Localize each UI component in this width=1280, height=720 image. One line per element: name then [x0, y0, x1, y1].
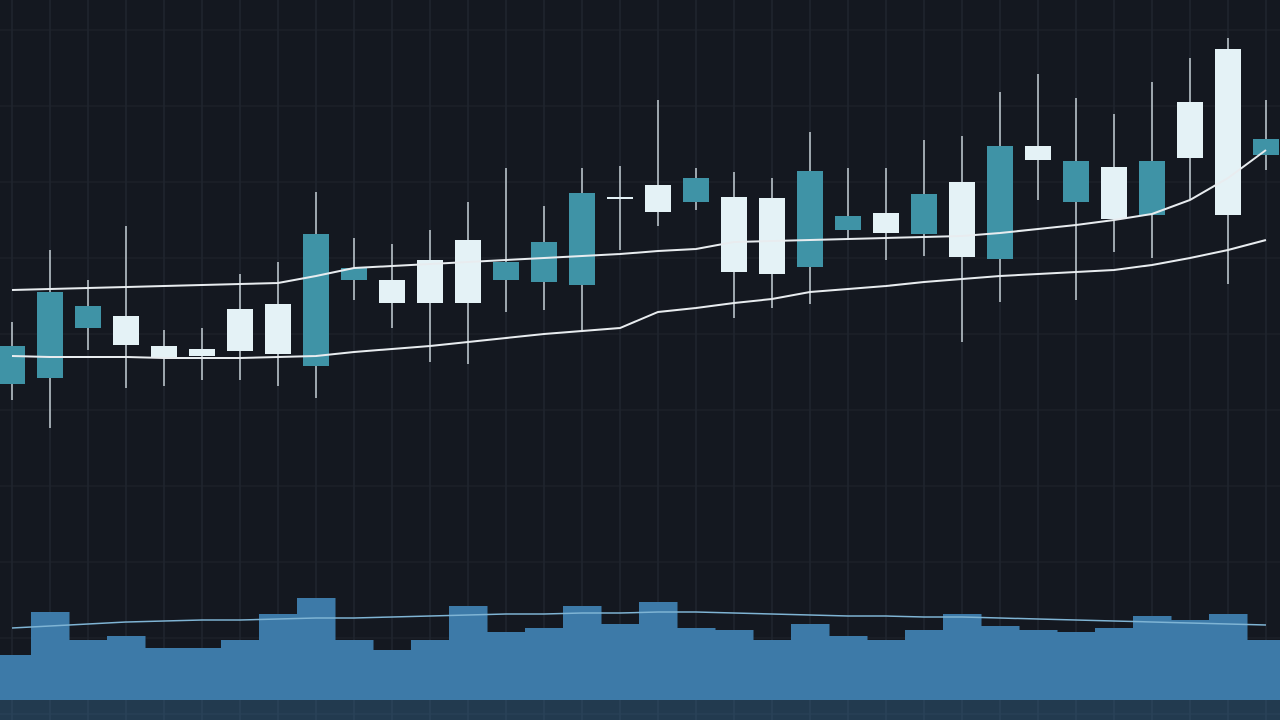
volume-bar — [1095, 628, 1134, 700]
candle-body — [911, 194, 937, 234]
volume-bar — [981, 626, 1020, 700]
volume-bar — [1133, 616, 1172, 700]
volume-bar — [373, 650, 412, 700]
volume-bar — [145, 648, 184, 700]
candle-body — [759, 198, 785, 274]
candle-body — [75, 306, 101, 328]
candle-body — [569, 193, 595, 285]
volume-bar — [639, 602, 678, 700]
candle-body — [797, 171, 823, 267]
candle-body — [835, 216, 861, 230]
candle-body — [189, 349, 215, 356]
candle-body — [151, 346, 177, 358]
candle-body — [493, 262, 519, 280]
volume-bar — [601, 624, 640, 700]
volume-floor — [0, 700, 1280, 720]
candle-body — [873, 213, 899, 233]
volume-bar — [221, 640, 260, 700]
volume-bar — [297, 598, 336, 700]
candle-body — [113, 316, 139, 345]
volume-bar — [753, 640, 792, 700]
candle-body — [645, 185, 671, 212]
volume-bar — [449, 606, 488, 700]
candle-body — [949, 182, 975, 257]
candle-body — [1253, 139, 1279, 155]
volume-bar — [1057, 632, 1096, 700]
candle-body — [341, 268, 367, 280]
candle-body — [265, 304, 291, 354]
volume-bar — [525, 628, 564, 700]
candle-body — [1139, 161, 1165, 215]
candle-body — [607, 197, 633, 199]
candle-body — [417, 260, 443, 303]
candle-body — [37, 292, 63, 378]
volume-bar — [563, 606, 602, 700]
candle-body — [379, 280, 405, 303]
volume-bar — [69, 640, 108, 700]
volume-bar — [259, 614, 298, 700]
volume-bar — [0, 655, 32, 700]
volume-bar — [107, 636, 146, 700]
candle-body — [1101, 167, 1127, 219]
candle-body — [683, 178, 709, 202]
volume-bar — [791, 624, 830, 700]
volume-bar — [411, 640, 450, 700]
volume-bar — [1247, 640, 1280, 700]
volume-bar — [487, 632, 526, 700]
volume-bar — [677, 628, 716, 700]
candle-body — [1025, 146, 1051, 160]
moving-average-line — [11, 239, 1267, 359]
candle-body — [227, 309, 253, 351]
volume-bar — [1019, 630, 1058, 700]
volume-bar — [1209, 614, 1248, 700]
moving-average-line — [11, 149, 1267, 291]
candle-body — [721, 197, 747, 272]
candle-body — [0, 346, 25, 384]
candle-body — [987, 146, 1013, 259]
volume-bar — [905, 630, 944, 700]
volume-bar — [943, 614, 982, 700]
candle-body — [303, 234, 329, 366]
volume-bar — [715, 630, 754, 700]
volume-ma-line — [11, 611, 1267, 629]
candle-body — [1177, 102, 1203, 158]
volume-bar — [1171, 620, 1210, 700]
volume-bar — [183, 648, 222, 700]
volume-bar — [335, 640, 374, 700]
candle-body — [1063, 161, 1089, 202]
volume-bar — [867, 640, 906, 700]
candle-body — [1215, 49, 1241, 215]
candle-body — [531, 242, 557, 282]
volume-bar — [829, 636, 868, 700]
candle-body — [455, 240, 481, 303]
